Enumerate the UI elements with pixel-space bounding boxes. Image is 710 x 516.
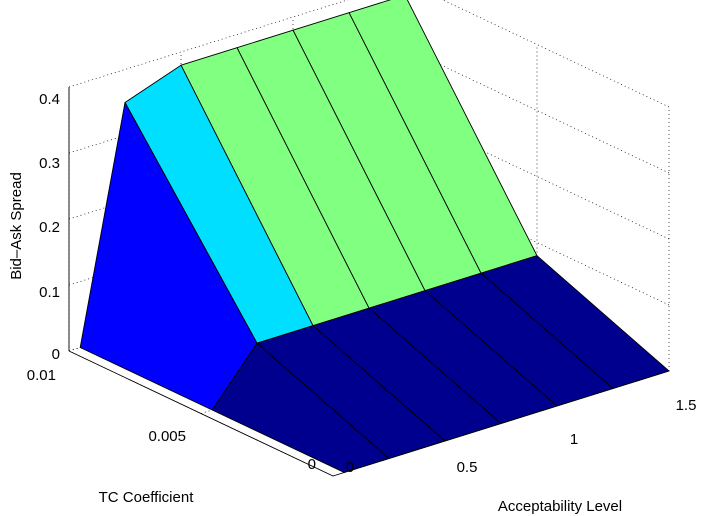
y-axis-line bbox=[68, 350, 334, 477]
x-axis-label: Acceptability Level bbox=[498, 498, 622, 515]
z-tick-labels: 0 0.1 0.2 0.3 0.4 bbox=[39, 91, 60, 363]
z-tick-label: 0 bbox=[52, 346, 60, 363]
grid-line bbox=[68, 0, 349, 88]
z-tick-label: 0.4 bbox=[39, 91, 60, 108]
x-tick-label: 0 bbox=[346, 459, 354, 476]
axes bbox=[68, 87, 670, 477]
x-tick-labels: 0 0.5 1 1.5 bbox=[346, 397, 697, 476]
grid-line bbox=[404, 179, 670, 306]
z-tick-label: 0.2 bbox=[39, 219, 60, 236]
y-tick-label: 0 bbox=[308, 456, 316, 473]
y-tick-label: 0.01 bbox=[27, 367, 56, 384]
grid-line bbox=[404, 47, 670, 174]
surface-mesh bbox=[79, 0, 670, 473]
x-tick-label: 1.5 bbox=[676, 397, 697, 414]
grid-line bbox=[404, 113, 670, 240]
grid-line bbox=[442, 0, 670, 108]
y-axis-label: TC Coefficient bbox=[99, 489, 195, 506]
y-tick-labels: 0 0.005 0.01 bbox=[27, 367, 316, 473]
z-axis-label: Bid–Ask Spread bbox=[8, 172, 25, 280]
x-tick-label: 1 bbox=[570, 431, 578, 448]
x-tick-label: 0.5 bbox=[457, 459, 478, 476]
y-tick-label: 0.005 bbox=[148, 428, 186, 445]
x-axis-line bbox=[332, 370, 670, 477]
z-tick-label: 0.3 bbox=[39, 155, 60, 172]
z-tick-label: 0.1 bbox=[39, 284, 60, 301]
